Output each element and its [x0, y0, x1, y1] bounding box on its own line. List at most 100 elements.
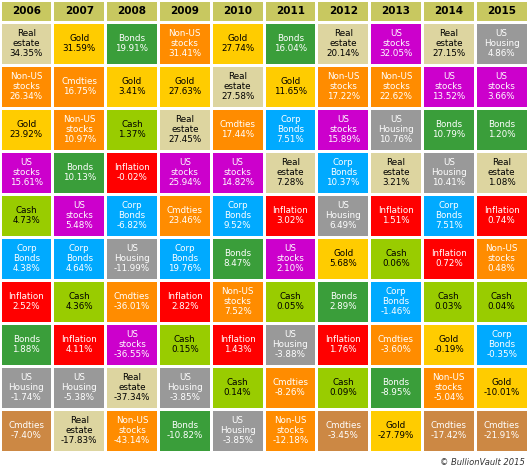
Text: 2014: 2014	[434, 6, 464, 16]
Bar	[107, 24, 157, 63]
Text: Cmdties
23.46%: Cmdties 23.46%	[167, 206, 203, 225]
Bar	[160, 110, 210, 149]
Bar	[107, 282, 157, 321]
Bar	[107, 110, 157, 149]
Bar	[477, 152, 526, 193]
Text: Bonds
10.79%: Bonds 10.79%	[432, 120, 465, 139]
Text: Bonds
1.88%: Bonds 1.88%	[13, 335, 40, 354]
Bar	[107, 196, 157, 235]
Bar	[54, 1, 104, 21]
Text: Real
estate
27.58%: Real estate 27.58%	[221, 71, 254, 102]
Text: Non-US
stocks
-12.18%: Non-US stocks -12.18%	[272, 415, 308, 446]
Bar	[266, 282, 315, 321]
Bar	[160, 1, 210, 21]
Bar	[2, 66, 51, 107]
Text: Inflation
-0.02%: Inflation -0.02%	[114, 163, 150, 182]
Text: US
Housing
-11.99%: US Housing -11.99%	[114, 243, 150, 274]
Bar	[107, 1, 157, 21]
Bar	[213, 368, 262, 407]
Bar	[2, 110, 51, 149]
Bar	[266, 196, 315, 235]
Bar	[160, 368, 210, 407]
Text: Gold
3.41%: Gold 3.41%	[118, 77, 146, 96]
Text: US
stocks
3.66%: US stocks 3.66%	[488, 71, 515, 102]
Bar	[424, 1, 474, 21]
Text: US
stocks
14.82%: US stocks 14.82%	[221, 157, 254, 188]
Text: Gold
11.65%: Gold 11.65%	[274, 77, 307, 96]
Text: Non-US
stocks
0.48%: Non-US stocks 0.48%	[485, 243, 518, 274]
Bar	[107, 410, 157, 451]
Bar	[424, 110, 474, 149]
Bar	[477, 1, 526, 21]
Text: Non-US
stocks
31.41%: Non-US stocks 31.41%	[168, 29, 201, 58]
Text: 2011: 2011	[276, 6, 305, 16]
Bar	[371, 24, 421, 63]
Bar	[107, 368, 157, 407]
Text: Corp
Bonds
-1.46%: Corp Bonds -1.46%	[381, 287, 411, 316]
Text: Cash
4.73%: Cash 4.73%	[13, 206, 40, 225]
Text: US
stocks
25.94%: US stocks 25.94%	[168, 157, 201, 188]
Bar	[477, 110, 526, 149]
Text: Cmdties
-7.40%: Cmdties -7.40%	[8, 421, 44, 440]
Bar	[371, 196, 421, 235]
Text: Cmdties
-21.91%: Cmdties -21.91%	[484, 421, 520, 440]
Bar	[266, 24, 315, 63]
Text: Bonds
2.89%: Bonds 2.89%	[329, 292, 357, 311]
Bar	[54, 238, 104, 279]
Bar	[54, 152, 104, 193]
Text: US
stocks
15.61%: US stocks 15.61%	[10, 157, 43, 188]
Text: Corp
Bonds
-6.82%: Corp Bonds -6.82%	[117, 201, 147, 230]
Text: Non-US
stocks
7.52%: Non-US stocks 7.52%	[221, 287, 254, 316]
Text: US
stocks
32.05%: US stocks 32.05%	[379, 29, 413, 58]
Text: Bonds
-8.95%: Bonds -8.95%	[381, 378, 411, 397]
Bar	[160, 152, 210, 193]
Text: Cmdties
-3.60%: Cmdties -3.60%	[378, 335, 414, 354]
Text: Corp
Bonds
9.52%: Corp Bonds 9.52%	[224, 201, 251, 230]
Bar	[213, 324, 262, 365]
Text: Bonds
10.13%: Bonds 10.13%	[63, 163, 96, 182]
Text: Cash
1.37%: Cash 1.37%	[118, 120, 146, 139]
Text: Gold
-0.19%: Gold -0.19%	[433, 335, 464, 354]
Text: Bonds
16.04%: Bonds 16.04%	[274, 34, 307, 53]
Bar	[266, 1, 315, 21]
Bar	[477, 368, 526, 407]
Bar	[318, 152, 368, 193]
Text: Non-US
stocks
22.62%: Non-US stocks 22.62%	[380, 71, 412, 102]
Bar	[266, 238, 315, 279]
Text: Inflation
1.76%: Inflation 1.76%	[325, 335, 361, 354]
Bar	[54, 282, 104, 321]
Text: Real
estate
34.35%: Real estate 34.35%	[10, 29, 43, 58]
Bar	[2, 24, 51, 63]
Text: Real
estate
7.28%: Real estate 7.28%	[277, 157, 304, 188]
Text: US
stocks
5.48%: US stocks 5.48%	[65, 201, 93, 230]
Text: Cmdties
17.44%: Cmdties 17.44%	[220, 120, 256, 139]
Bar	[2, 1, 51, 21]
Bar	[318, 410, 368, 451]
Bar	[54, 324, 104, 365]
Text: Gold
-27.79%: Gold -27.79%	[378, 421, 414, 440]
Text: US
Housing
-3.88%: US Housing -3.88%	[272, 329, 308, 360]
Bar	[2, 282, 51, 321]
Text: Bonds
8.47%: Bonds 8.47%	[224, 249, 251, 268]
Text: Corp
Bonds
10.37%: Corp Bonds 10.37%	[326, 157, 360, 188]
Bar	[213, 196, 262, 235]
Text: Bonds
1.20%: Bonds 1.20%	[488, 120, 515, 139]
Bar	[107, 324, 157, 365]
Bar	[477, 66, 526, 107]
Text: Gold
27.74%: Gold 27.74%	[221, 34, 254, 53]
Text: Bonds
-10.82%: Bonds -10.82%	[167, 421, 203, 440]
Text: US
Housing
4.86%: US Housing 4.86%	[484, 29, 520, 58]
Text: Cash
0.15%: Cash 0.15%	[171, 335, 199, 354]
Bar	[213, 66, 262, 107]
Bar	[371, 238, 421, 279]
Text: Inflation
2.82%: Inflation 2.82%	[167, 292, 203, 311]
Bar	[213, 282, 262, 321]
Text: 2015: 2015	[487, 6, 516, 16]
Bar	[213, 152, 262, 193]
Text: Cash
0.06%: Cash 0.06%	[382, 249, 410, 268]
Text: Real
estate
-17.83%: Real estate -17.83%	[61, 415, 98, 446]
Bar	[54, 368, 104, 407]
Text: Non-US
stocks
-5.04%: Non-US stocks -5.04%	[432, 373, 465, 402]
Bar	[2, 368, 51, 407]
Text: Non-US
stocks
17.22%: Non-US stocks 17.22%	[327, 71, 360, 102]
